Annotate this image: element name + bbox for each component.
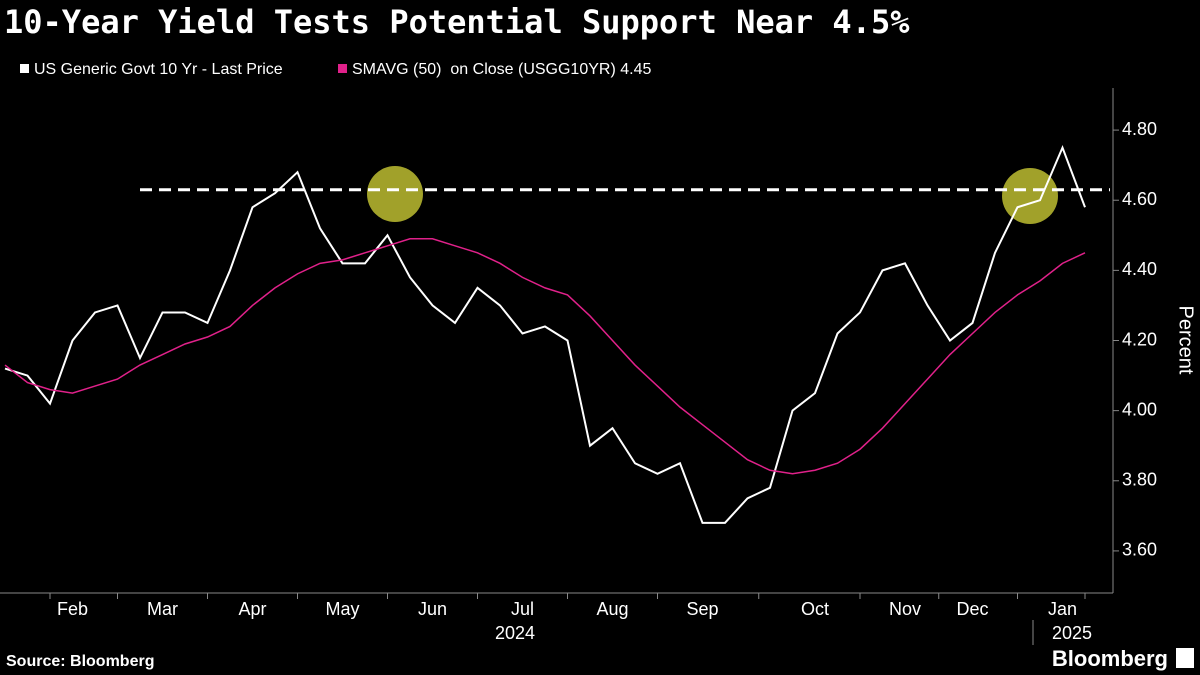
y-tick-label: 4.80 (1122, 119, 1157, 139)
y-tick-label: 4.40 (1122, 259, 1157, 279)
x-tick-label: Jul (511, 599, 534, 619)
legend-label: SMAVG (50) on Close (USGG10YR) 4.45 (352, 61, 651, 78)
x-tick-label: Jun (418, 599, 447, 619)
x-tick-label: Dec (956, 599, 988, 619)
brand: Bloomberg (1052, 646, 1168, 671)
y-tick-label: 4.00 (1122, 399, 1157, 419)
x-tick-label: Jan (1048, 599, 1077, 619)
series-line (4, 144, 1086, 524)
legend-swatch (20, 64, 29, 73)
x-tick-label: May (325, 599, 359, 619)
source: Source: Bloomberg (6, 653, 154, 670)
legend-label: US Generic Govt 10 Yr - Last Price (34, 61, 283, 78)
highlight (367, 166, 423, 222)
y-tick-label: 3.60 (1122, 540, 1157, 560)
x-tick-label: Sep (686, 599, 718, 619)
chart-title: 10-Year Yield Tests Potential Support Ne… (4, 3, 910, 41)
year-label: 2024 (495, 623, 535, 643)
x-tick-label: Oct (801, 599, 829, 619)
series-line (4, 238, 1086, 475)
y-tick-label: 4.20 (1122, 329, 1157, 349)
year-label: 2025 (1052, 623, 1092, 643)
y-tick-label: 3.80 (1122, 470, 1157, 490)
x-tick-label: Mar (147, 599, 178, 619)
legend-swatch (338, 64, 347, 73)
brand-icon (1176, 648, 1194, 668)
y-tick-label: 4.60 (1122, 189, 1157, 209)
x-tick-label: Feb (57, 599, 88, 619)
x-tick-label: Aug (596, 599, 628, 619)
x-tick-label: Nov (889, 599, 921, 619)
x-tick-label: Apr (238, 599, 266, 619)
y-axis-label: Percent (1175, 306, 1197, 375)
